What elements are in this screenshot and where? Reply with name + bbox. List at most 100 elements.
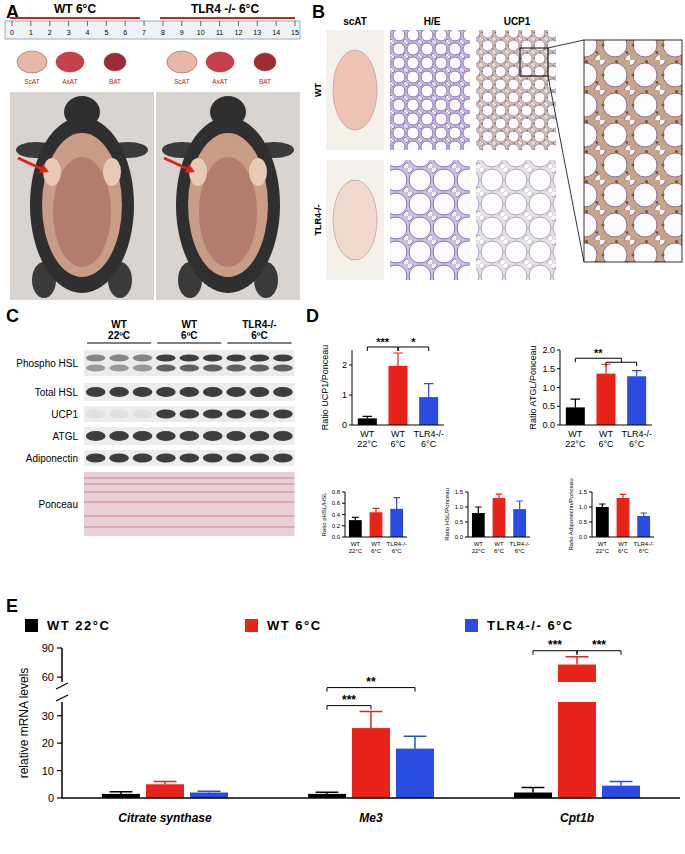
label-line: TLR4-/- xyxy=(386,541,406,547)
significance: *** xyxy=(548,638,562,652)
ruler-number: 15 xyxy=(291,29,299,36)
blot-band xyxy=(133,431,153,441)
blot-band xyxy=(86,365,106,372)
legend-label: WT 6°C xyxy=(267,618,322,633)
label-line: WT xyxy=(371,541,381,547)
y-tick xyxy=(57,743,62,744)
blot-strip xyxy=(84,472,295,536)
he-image xyxy=(390,30,470,150)
significance: *** xyxy=(342,693,356,707)
y-tick-label: 2 xyxy=(342,360,347,370)
error-bar xyxy=(352,517,358,520)
bar xyxy=(190,793,228,798)
x-axis xyxy=(62,797,680,799)
label-line: WT xyxy=(182,319,198,330)
chart: 01020306090relative mRNA levelsCitrate s… xyxy=(17,598,680,825)
category-label: TLR4-/-6°C xyxy=(386,541,406,554)
group-rule xyxy=(87,343,151,344)
y-tick-label: 0.8 xyxy=(332,489,341,495)
blot-band xyxy=(156,387,176,397)
y-tick-label: 1.5 xyxy=(579,489,588,495)
blot-band xyxy=(250,410,270,419)
label-line: 6°C xyxy=(639,548,650,554)
tissue-label: AxAT xyxy=(212,78,227,85)
arrow xyxy=(164,158,190,170)
ruler-number: 2 xyxy=(48,29,52,36)
y-tick xyxy=(57,770,62,771)
category-label: TLR4-/-6°C xyxy=(509,541,529,554)
y-tick-label: 0.5 xyxy=(579,519,588,525)
ruler-tick xyxy=(295,21,296,26)
row-label: UCP1 xyxy=(51,409,78,420)
y-tick-label: 1.0 xyxy=(542,383,555,393)
blot-band xyxy=(179,431,199,441)
tissue-photo xyxy=(326,160,384,280)
row-label: WT xyxy=(313,83,323,97)
chart: 012Ratio UCP1/PonceauWT22°CWT6°CTLR4-/-6… xyxy=(320,336,444,450)
ruler-number: 6 xyxy=(123,29,127,36)
column-header: scAT xyxy=(343,16,367,27)
y-tick xyxy=(557,387,560,388)
tissue-photo xyxy=(206,52,234,72)
error-bar xyxy=(496,494,502,498)
blot-band xyxy=(156,355,176,362)
y-tick xyxy=(342,514,345,515)
blot-band xyxy=(156,365,176,372)
arrow-head xyxy=(39,164,49,173)
bar xyxy=(493,498,506,537)
bar xyxy=(513,509,526,537)
header: TLR4 -/- 6°C xyxy=(191,2,259,16)
bar xyxy=(390,509,403,537)
blot-band xyxy=(250,365,270,372)
blot-band xyxy=(133,410,153,419)
ruler-tick xyxy=(87,21,88,26)
y-tick-label: 0.2 xyxy=(332,523,341,529)
bar xyxy=(627,376,646,425)
y-tick xyxy=(557,425,560,426)
ruler-number: 12 xyxy=(235,29,243,36)
ruler-number: 8 xyxy=(161,29,165,36)
blot-band xyxy=(273,431,293,441)
category-label: Cpt1b xyxy=(560,811,594,825)
bar xyxy=(352,728,390,798)
bar xyxy=(358,418,377,425)
plot-area-upper xyxy=(558,657,596,682)
category-label: Citrate synthase xyxy=(118,811,212,825)
chart: 0.00.51.01.5Ratio HSL/PonceauWT22°CWT6°C… xyxy=(444,488,530,554)
error-bar xyxy=(475,507,481,513)
y-tick xyxy=(57,677,62,678)
blot-band xyxy=(109,365,129,372)
label-line: 6°C xyxy=(371,548,382,554)
blot-band xyxy=(250,454,270,463)
chart: 0.00.20.40.60.8Ratio pHSL/HSLWT22°CWT6°C… xyxy=(321,489,407,554)
column-header: UCP1 xyxy=(504,16,531,27)
y-tick-label: 0.5 xyxy=(542,401,555,411)
y-tick-label: 0.0 xyxy=(542,420,555,430)
label-line: 22°C xyxy=(472,548,486,554)
label-line: TLR4-/- xyxy=(413,429,444,439)
label-line: 6°C xyxy=(618,548,629,554)
label-line: 6ºC xyxy=(251,330,267,341)
ucp1-image xyxy=(476,160,556,280)
error-bar xyxy=(620,494,626,498)
blot-band xyxy=(250,387,270,397)
fat-pad xyxy=(249,158,267,186)
tissue-label: BAT xyxy=(259,78,271,85)
blot-band xyxy=(226,410,246,419)
mouse-photo xyxy=(10,92,154,300)
blot-band xyxy=(179,410,199,419)
blot-band xyxy=(156,454,176,463)
category-label: TLR4-/-6°C xyxy=(621,429,652,449)
error-bar xyxy=(360,712,383,728)
legend-label: WT 22°C xyxy=(47,618,110,633)
blot-band xyxy=(226,365,246,372)
y-tick xyxy=(342,537,345,538)
bar xyxy=(558,702,596,798)
significance: *** xyxy=(376,336,390,348)
label-line: WT xyxy=(494,541,504,547)
row-label: Adiponectin xyxy=(26,453,78,464)
y-tick-label: 1.5 xyxy=(542,364,555,374)
error-bar xyxy=(610,782,633,786)
y-tick xyxy=(342,492,345,493)
panel-label: C xyxy=(6,306,19,326)
